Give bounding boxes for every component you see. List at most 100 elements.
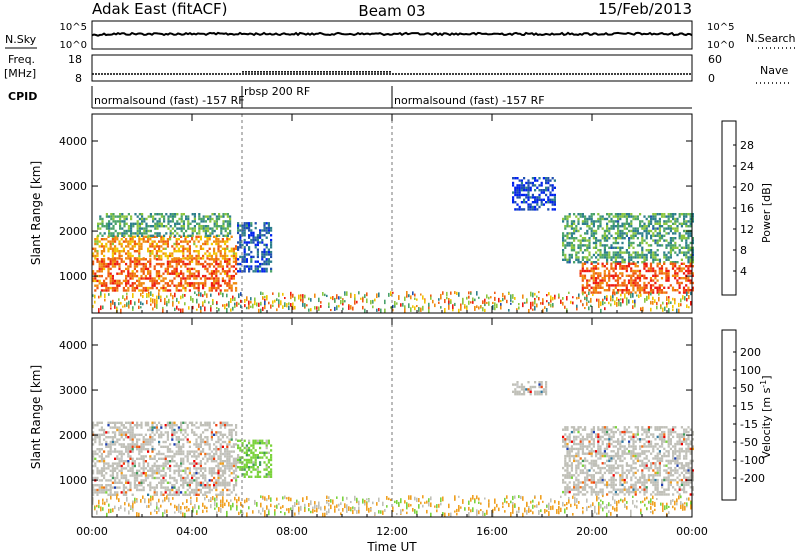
scatter-cell [94, 484, 97, 487]
scatter-cell [599, 490, 602, 494]
noise-cell [104, 293, 106, 299]
scatter-cell [601, 426, 604, 429]
scatter-cell [118, 450, 121, 453]
scatter-cell [175, 260, 178, 263]
scatter-cell [237, 270, 240, 273]
scatter-cell [614, 225, 617, 228]
scatter-cell [254, 236, 257, 239]
scatter-cell [263, 234, 266, 237]
noise-cell [418, 307, 420, 312]
scatter-cell [92, 491, 95, 494]
scatter-cell [573, 488, 576, 491]
scatter-cell [94, 476, 97, 480]
scatter-cell [245, 454, 248, 457]
scatter-cell [536, 196, 539, 199]
scatter-cell [153, 265, 156, 268]
scatter-cell [536, 186, 539, 189]
scatter-cell [551, 184, 554, 187]
scatter-cell [608, 251, 611, 254]
scatter-cell [250, 224, 253, 227]
scatter-cell [127, 436, 130, 439]
scatter-cell [100, 284, 103, 287]
scatter-cell [610, 217, 613, 221]
scatter-cell [197, 481, 200, 484]
scatter-cell [672, 232, 675, 235]
noise-cell [404, 308, 406, 313]
scatter-cell [588, 237, 591, 240]
scatter-cell [107, 272, 110, 275]
scatter-cell [158, 443, 161, 446]
scatter-cell [261, 241, 264, 244]
scatter-cell [601, 466, 604, 470]
scatter-cell [197, 235, 200, 238]
scatter-cell [153, 277, 156, 280]
scatter-cell [232, 472, 235, 475]
scatter-cell [133, 433, 136, 436]
scatter-cell [149, 270, 152, 273]
scatter-cell [645, 286, 648, 289]
scatter-cell [678, 284, 681, 287]
noise-cell [222, 292, 224, 298]
noise-cell [434, 303, 436, 308]
scatter-cell [92, 426, 95, 429]
scatter-cell [217, 469, 220, 472]
scatter-cell [122, 289, 125, 292]
scatter-cell [674, 265, 677, 268]
scatter-cell [621, 272, 624, 275]
scatter-cell [160, 445, 163, 448]
noise-cell [630, 293, 632, 299]
scatter-cell [120, 481, 123, 484]
scatter-cell [193, 472, 196, 475]
scatter-cell [570, 464, 573, 467]
scatter-cell [147, 289, 150, 292]
scatter-cell [237, 224, 240, 227]
scatter-cell [512, 390, 515, 393]
noise-cell [624, 296, 626, 299]
scatter-cell [229, 222, 232, 225]
scatter-cell [660, 272, 664, 275]
scatter-cell [136, 443, 139, 446]
scatter-cell [638, 286, 642, 289]
scatter-cell [581, 447, 584, 451]
scatter-cell [191, 254, 194, 258]
scatter-cell [267, 250, 270, 254]
scatter-cell [217, 438, 220, 441]
scatter-cell [586, 244, 589, 247]
scatter-cell [167, 217, 170, 221]
scatter-cell [195, 438, 198, 441]
scatter-cell [586, 474, 589, 477]
noise-cell [174, 307, 176, 312]
scatter-cell [97, 225, 100, 228]
scatter-cell [235, 426, 238, 429]
scatter-cell [118, 479, 121, 482]
scatter-cell [254, 454, 257, 457]
noise-cell [200, 292, 202, 297]
scatter-cell [228, 488, 231, 492]
scatter-cell [638, 277, 642, 280]
scatter-cell [184, 247, 187, 250]
scatter-cell [98, 262, 101, 266]
scatter-cell [588, 474, 591, 477]
scatter-cell [226, 481, 229, 484]
scatter-cell [133, 265, 136, 268]
scatter-cell [599, 469, 602, 472]
scatter-cell [123, 220, 126, 223]
noise-cell [494, 302, 496, 307]
noise-cell [180, 308, 182, 313]
scatter-cell [153, 240, 156, 243]
scatter-cell [237, 475, 240, 478]
scatter-cell [623, 213, 626, 216]
scatter-cell [221, 460, 224, 463]
scatter-cell [656, 241, 659, 245]
scatter-cell [691, 289, 694, 292]
scatter-cell [215, 460, 218, 463]
scatter-cell [140, 448, 143, 451]
scatter-cell [232, 450, 235, 453]
scatter-cell [584, 445, 587, 448]
scatter-cell [177, 491, 180, 494]
noise-cell [294, 305, 296, 310]
scatter-cell [232, 469, 235, 472]
scatter-cell [512, 184, 515, 187]
scatter-cell [665, 222, 668, 225]
scatter-cell [254, 458, 257, 462]
